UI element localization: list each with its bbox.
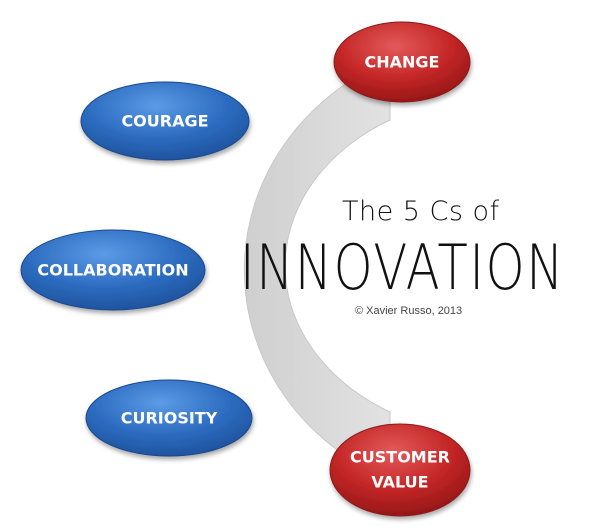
diagram-subtitle: The 5 Cs of (342, 196, 500, 227)
node-customer-value (329, 423, 471, 517)
node-collaboration (20, 229, 206, 311)
diagram-headline: INNOVATION (240, 231, 565, 304)
node-courage-label: COURAGE (121, 112, 208, 131)
copyright-notice: © Xavier Russo, 2013 (355, 305, 463, 317)
node-curiosity-label: CURIOSITY (121, 409, 218, 428)
node-customer-value-label-line1: CUSTOMER (350, 448, 450, 467)
node-courage (80, 81, 250, 161)
node-change-label: CHANGE (365, 53, 440, 72)
node-change (333, 21, 471, 103)
node-customer-value-label-line2: VALUE (371, 473, 428, 492)
node-curiosity (85, 379, 253, 457)
node-collaboration-label: COLLABORATION (37, 261, 188, 280)
